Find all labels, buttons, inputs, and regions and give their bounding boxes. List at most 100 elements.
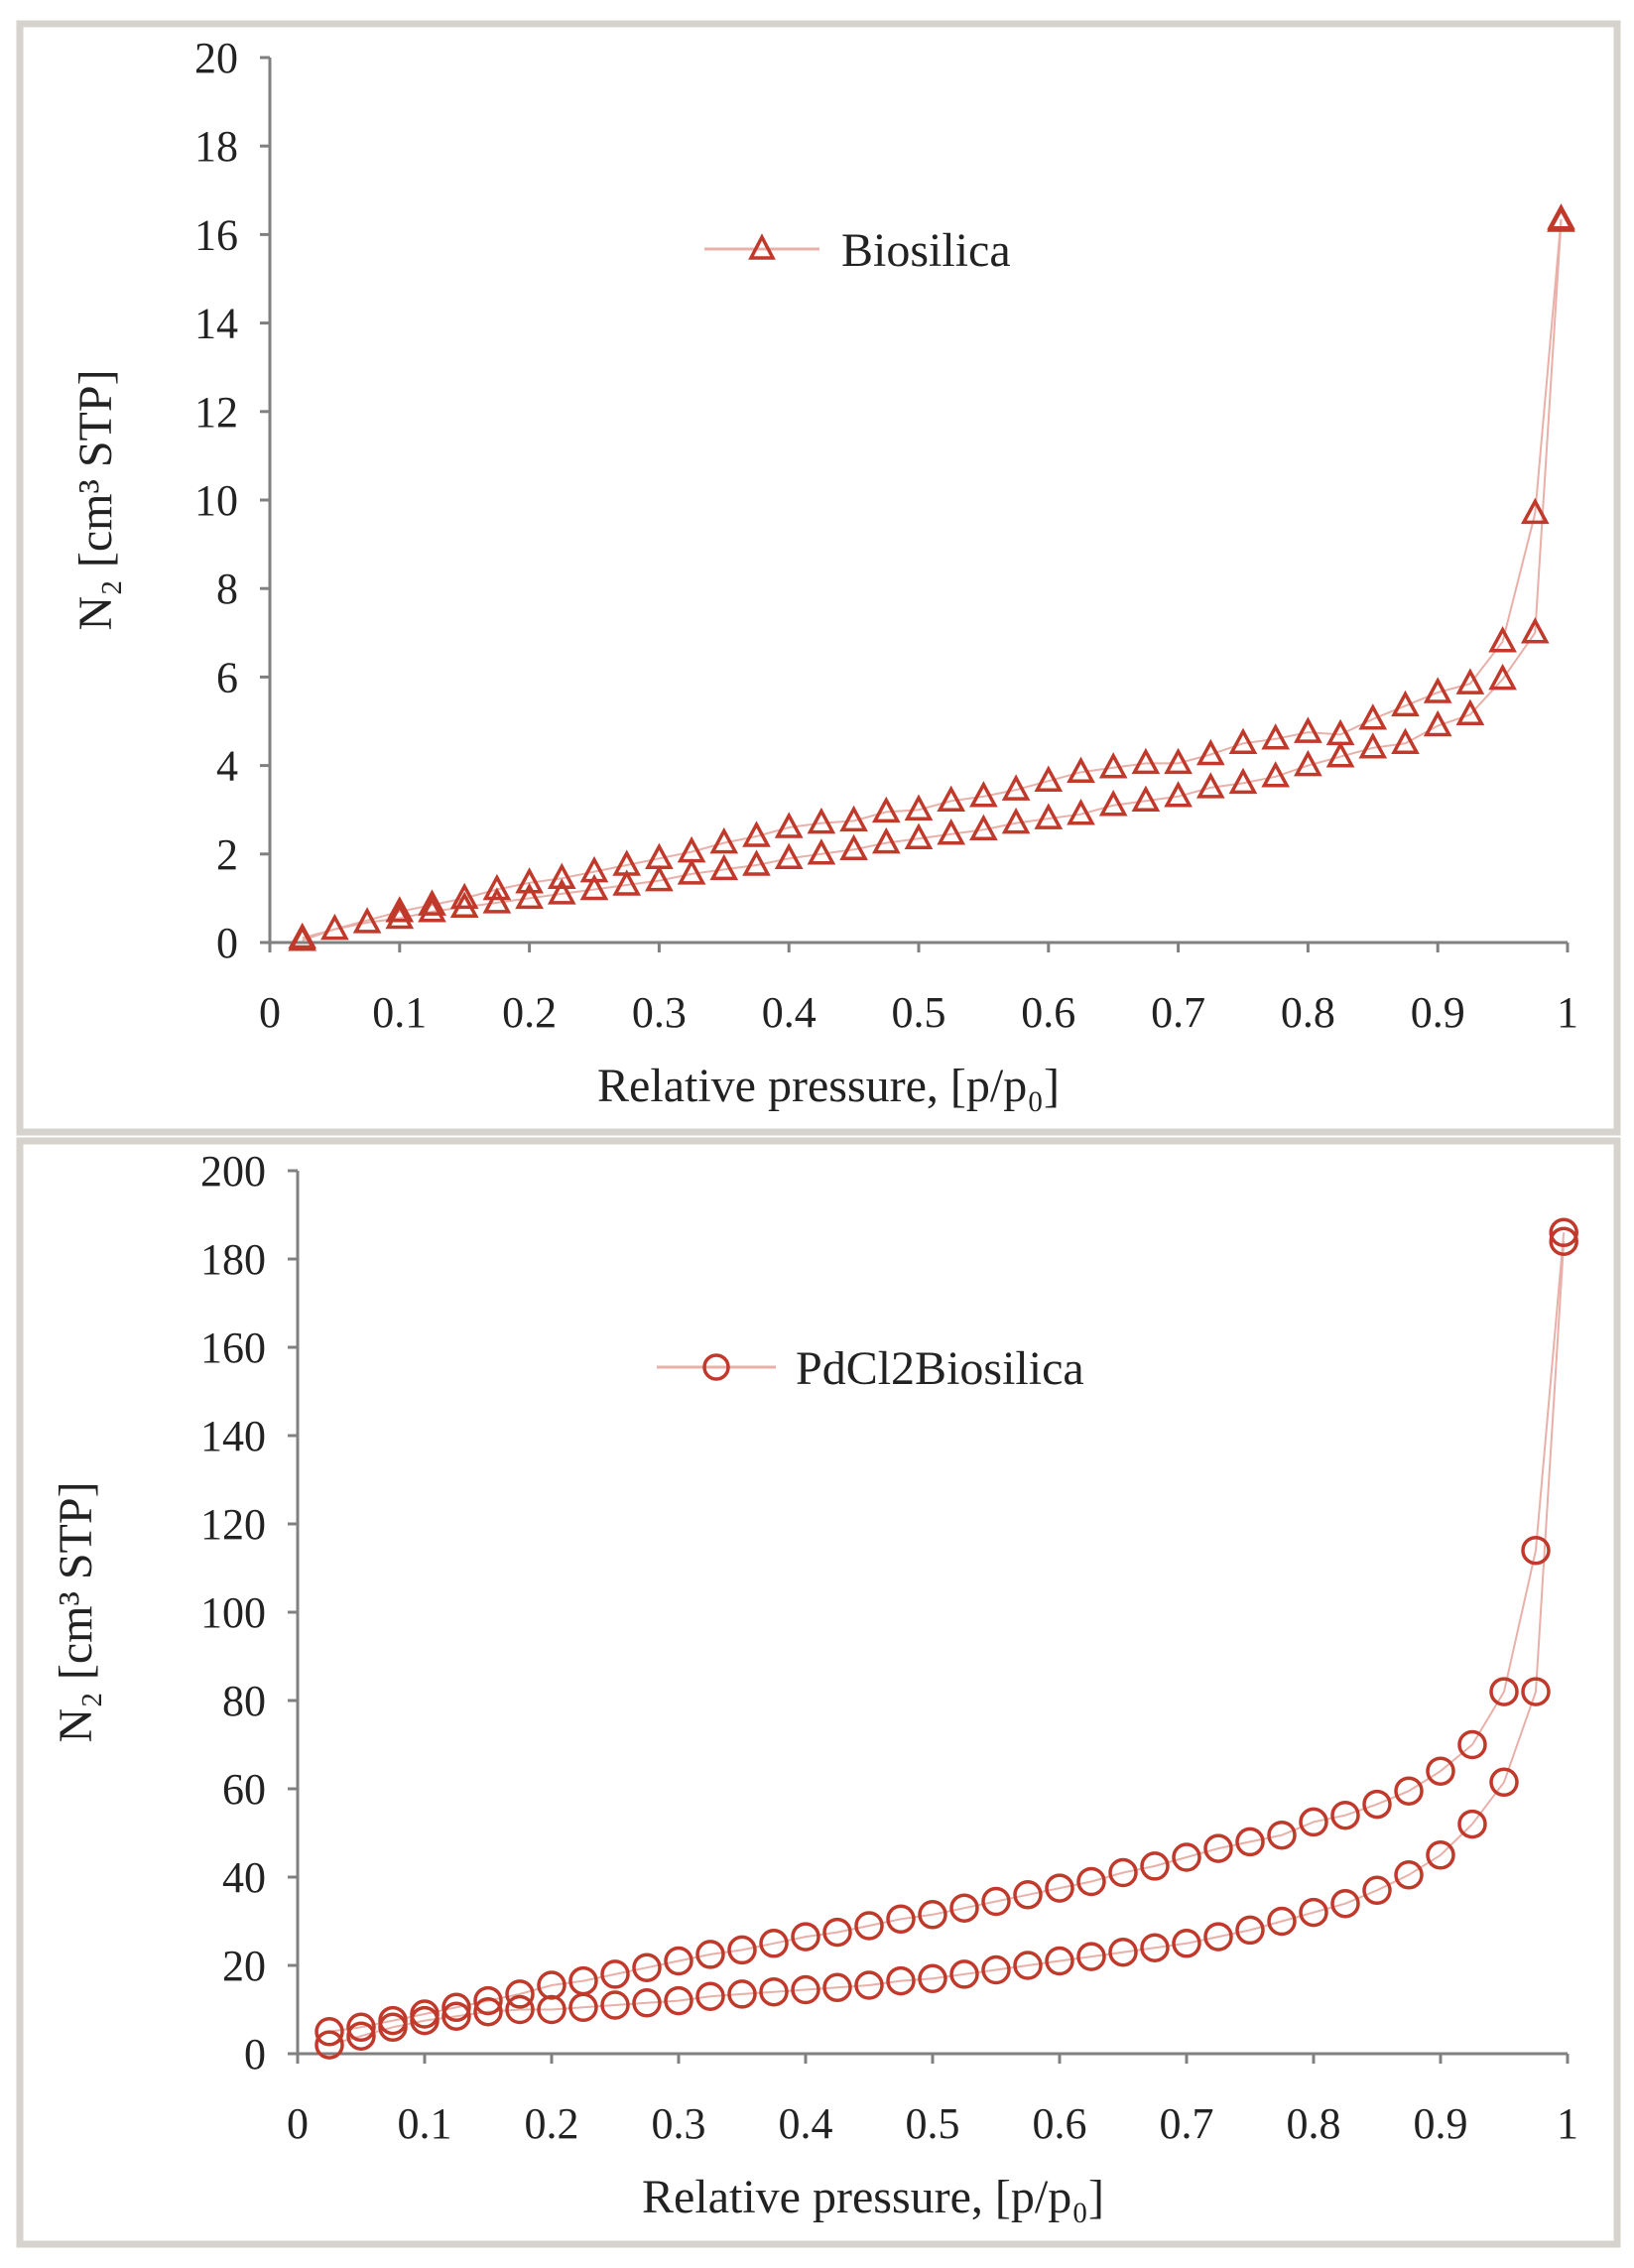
adsorption-point xyxy=(547,878,576,905)
legend-label-biosilica: Biosilica xyxy=(841,224,1011,277)
y-tick-label: 100 xyxy=(200,1588,266,1637)
adsorption-point xyxy=(346,2021,376,2051)
desorption-point xyxy=(1489,1677,1519,1706)
adsorption-point xyxy=(1325,741,1355,768)
adsorption-point xyxy=(1455,698,1485,726)
plot-area-top: 0 2 4 6 8 10 12 14 16 18 20 0 0.1 0.2 0.3 0.4 0.5 0.6 0.7… xyxy=(194,34,1578,1037)
desorption-point xyxy=(645,842,674,870)
desorption-point xyxy=(839,805,868,832)
desorption-point xyxy=(537,1970,566,2000)
legend-bottom: PdCl2Biosilica xyxy=(657,1342,1084,1395)
adsorption-point xyxy=(759,1976,789,2007)
x-tick-label: 0.9 xyxy=(1414,2099,1468,2148)
x-tick-label: 0.2 xyxy=(525,2099,579,2148)
desorption-point xyxy=(1235,1827,1265,1857)
desorption-point xyxy=(1520,497,1550,525)
adsorption-point xyxy=(1098,790,1128,817)
panel-pdcl2biosilica: 0 20 40 60 80 100 120 140 160 180 200 0 0.1 0.2 0.3 0.… xyxy=(16,1137,1621,2248)
x-tick-label: 0.8 xyxy=(1281,988,1335,1037)
adsorption-point xyxy=(1299,1897,1328,1928)
legend-top: Biosilica xyxy=(704,224,1011,277)
desorption-point xyxy=(632,1953,662,1982)
y-tick-label: 160 xyxy=(200,1323,266,1372)
adsorption-point xyxy=(871,826,901,854)
adsorption-point xyxy=(1261,761,1291,788)
y-tick-label: 18 xyxy=(194,122,238,171)
desorption-point xyxy=(1203,1833,1233,1863)
desorption-point xyxy=(1423,677,1452,703)
desorption-point xyxy=(854,1911,884,1941)
adsorption-point xyxy=(937,819,966,845)
adsorption-point xyxy=(1358,732,1388,759)
adsorption-point xyxy=(1067,799,1095,825)
desorption-point xyxy=(886,1904,916,1935)
desorption-point xyxy=(1001,774,1031,801)
adsorption-point xyxy=(1045,1946,1074,1976)
desorption-point xyxy=(547,862,576,890)
x-ticks-bottom: 0 0.1 0.2 0.3 0.4 0.5 0.6 0.7 0.8 0.9 1 xyxy=(287,2054,1578,2148)
x-tick-label: 0.5 xyxy=(892,988,946,1037)
y-tick-label: 200 xyxy=(200,1147,266,1196)
x-tick-label: 0.1 xyxy=(398,2099,452,2148)
desorption-point xyxy=(1098,752,1128,779)
desorption-point xyxy=(473,1985,503,2016)
x-tick-label: 0.5 xyxy=(906,2099,960,2148)
desorption-point xyxy=(449,882,479,910)
adsorption-point xyxy=(473,1996,503,2027)
desorption-point xyxy=(418,889,446,916)
x-tick-label: 0.7 xyxy=(1160,2099,1214,2148)
adsorption-point xyxy=(612,869,642,896)
desorption-point xyxy=(1426,1756,1455,1786)
adsorption-point xyxy=(677,858,706,885)
plot-area-bottom: 0 20 40 60 80 100 120 140 160 180 200 0 0.1 0.2 0.3 0.… xyxy=(200,1147,1578,2148)
desorption-point xyxy=(505,1979,535,2009)
adsorption-point xyxy=(1108,1937,1138,1967)
desorption-point xyxy=(579,855,609,883)
x-tick-label: 0.3 xyxy=(652,2099,706,2148)
adsorption-point xyxy=(1076,1942,1106,1971)
adsorption-point xyxy=(1391,727,1420,755)
desorption-point xyxy=(1172,1842,1201,1872)
adsorption-point xyxy=(515,882,544,910)
adsorption-point xyxy=(727,1979,757,2009)
y-ticks-top: 0 2 4 6 8 10 12 14 16 18 20 xyxy=(194,34,270,967)
adsorption-point xyxy=(1131,785,1161,813)
desorption-point xyxy=(1131,747,1161,775)
x-tick-label: 0.4 xyxy=(762,988,817,1037)
desorption-point xyxy=(981,1886,1011,1917)
x-tick-label: 0.4 xyxy=(779,2099,833,2148)
desorption-point xyxy=(1045,1873,1074,1903)
adsorption-point xyxy=(1520,617,1550,644)
adsorption-point xyxy=(1294,749,1322,777)
desorption-point xyxy=(918,1900,947,1930)
x-tick-label: 1 xyxy=(1557,988,1578,1037)
desorption-point xyxy=(1358,703,1388,730)
adsorption-point xyxy=(1426,1840,1455,1870)
adsorption-point xyxy=(1488,663,1517,691)
adsorption-point xyxy=(385,902,415,930)
adsorption-point xyxy=(807,838,836,865)
y-tick-label: 20 xyxy=(222,1942,266,1990)
adsorption-point xyxy=(664,1985,693,2016)
adsorption-point xyxy=(854,1970,884,2000)
adsorption-point xyxy=(1362,1875,1392,1906)
adsorption-point xyxy=(774,842,804,870)
y-tick-label: 80 xyxy=(222,1677,266,1725)
adsorption-point xyxy=(1394,1860,1424,1890)
desorption-point xyxy=(1140,1851,1170,1881)
y-axis-title-bottom: N₂ [cm³ STP] xyxy=(50,1481,102,1742)
y-tick-label: 0 xyxy=(216,919,238,967)
x-tick-label: 0.1 xyxy=(372,988,427,1037)
x-tick-label: 0.2 xyxy=(502,988,557,1037)
x-tick-label: 0.9 xyxy=(1411,988,1465,1037)
desorption-point xyxy=(871,796,901,823)
desorption-point xyxy=(314,2017,344,2047)
desorption-point xyxy=(709,826,739,854)
adsorption-point xyxy=(1203,1922,1233,1952)
desorption-point xyxy=(1034,765,1064,792)
legend-marker-triangle xyxy=(748,233,776,260)
x-axis-title-top: Relative pressure, [p/p₀] xyxy=(597,1060,1060,1112)
y-tick-label: 0 xyxy=(244,2030,266,2079)
y-tick-label: 120 xyxy=(200,1500,266,1549)
desorption-point xyxy=(1228,727,1258,755)
